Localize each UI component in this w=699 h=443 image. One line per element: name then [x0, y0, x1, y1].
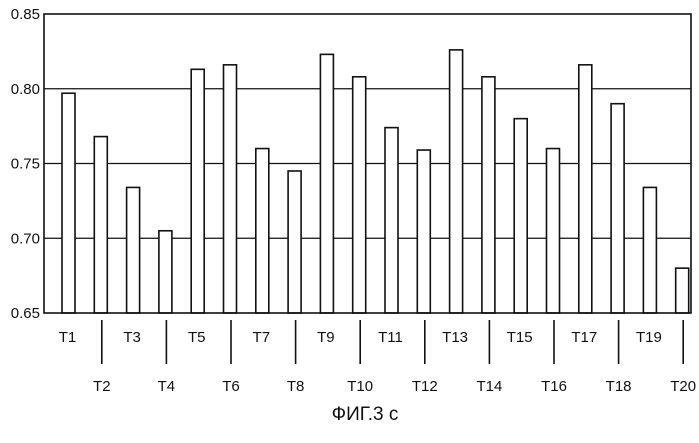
x-category-label: T2: [93, 378, 111, 395]
figure-caption: ФИГ.3 с: [332, 404, 399, 425]
bar-t3: [127, 187, 140, 313]
bar-t9: [320, 54, 333, 313]
x-category-label: T11: [378, 329, 403, 346]
x-category-label: T16: [541, 378, 567, 395]
bar-t1: [62, 93, 75, 313]
bar-t14: [482, 77, 495, 313]
x-category-label: T9: [317, 329, 335, 346]
bar-t20: [676, 268, 689, 313]
x-category-label: T10: [347, 378, 373, 395]
bar-t10: [353, 77, 366, 313]
x-axis-categories: T1 T2 T3 T4 T5 T6 T7 T8 T9 T10 T11 T12 T13 T14 T15 T16 T…: [59, 320, 696, 395]
x-category-label: T12: [412, 378, 438, 395]
bar-t12: [417, 150, 430, 313]
y-tick-label: 0.70: [11, 230, 40, 247]
bar-t19: [643, 187, 656, 313]
y-tick-label: 0.85: [11, 6, 40, 23]
x-category-label: T7: [253, 329, 271, 346]
x-category-label: T15: [507, 329, 533, 346]
bar-t6: [224, 65, 237, 313]
grid-lines: [44, 89, 691, 239]
bar-t2: [94, 137, 107, 313]
x-category-label: T17: [571, 329, 597, 346]
x-category-label: T8: [287, 378, 305, 395]
bar-t11: [385, 128, 398, 313]
x-category-label: T20: [670, 378, 696, 395]
bar-t15: [514, 119, 527, 313]
x-category-label: T6: [222, 378, 240, 395]
x-category-label: T14: [476, 378, 502, 395]
x-category-label: T1: [59, 329, 77, 346]
bar-t13: [450, 50, 463, 313]
bar-t18: [611, 104, 624, 313]
x-category-label: T5: [188, 329, 206, 346]
y-tick-label: 0.80: [11, 81, 40, 98]
bar-t8: [288, 171, 301, 313]
x-category-label: T3: [123, 329, 141, 346]
x-category-label: T13: [442, 329, 468, 346]
y-tick-label: 0.65: [11, 305, 40, 322]
bar-t16: [547, 149, 560, 313]
x-category-label: T18: [606, 378, 632, 395]
x-category-label: T4: [158, 378, 176, 395]
bar-t7: [256, 149, 269, 313]
y-axis-ticks: 0.65 0.70 0.75 0.80 0.85: [11, 6, 40, 322]
bar-t4: [159, 231, 172, 313]
y-tick-label: 0.75: [11, 156, 40, 173]
bar-t5: [191, 69, 204, 313]
x-category-label: T19: [636, 329, 662, 346]
bar-t17: [579, 65, 592, 313]
